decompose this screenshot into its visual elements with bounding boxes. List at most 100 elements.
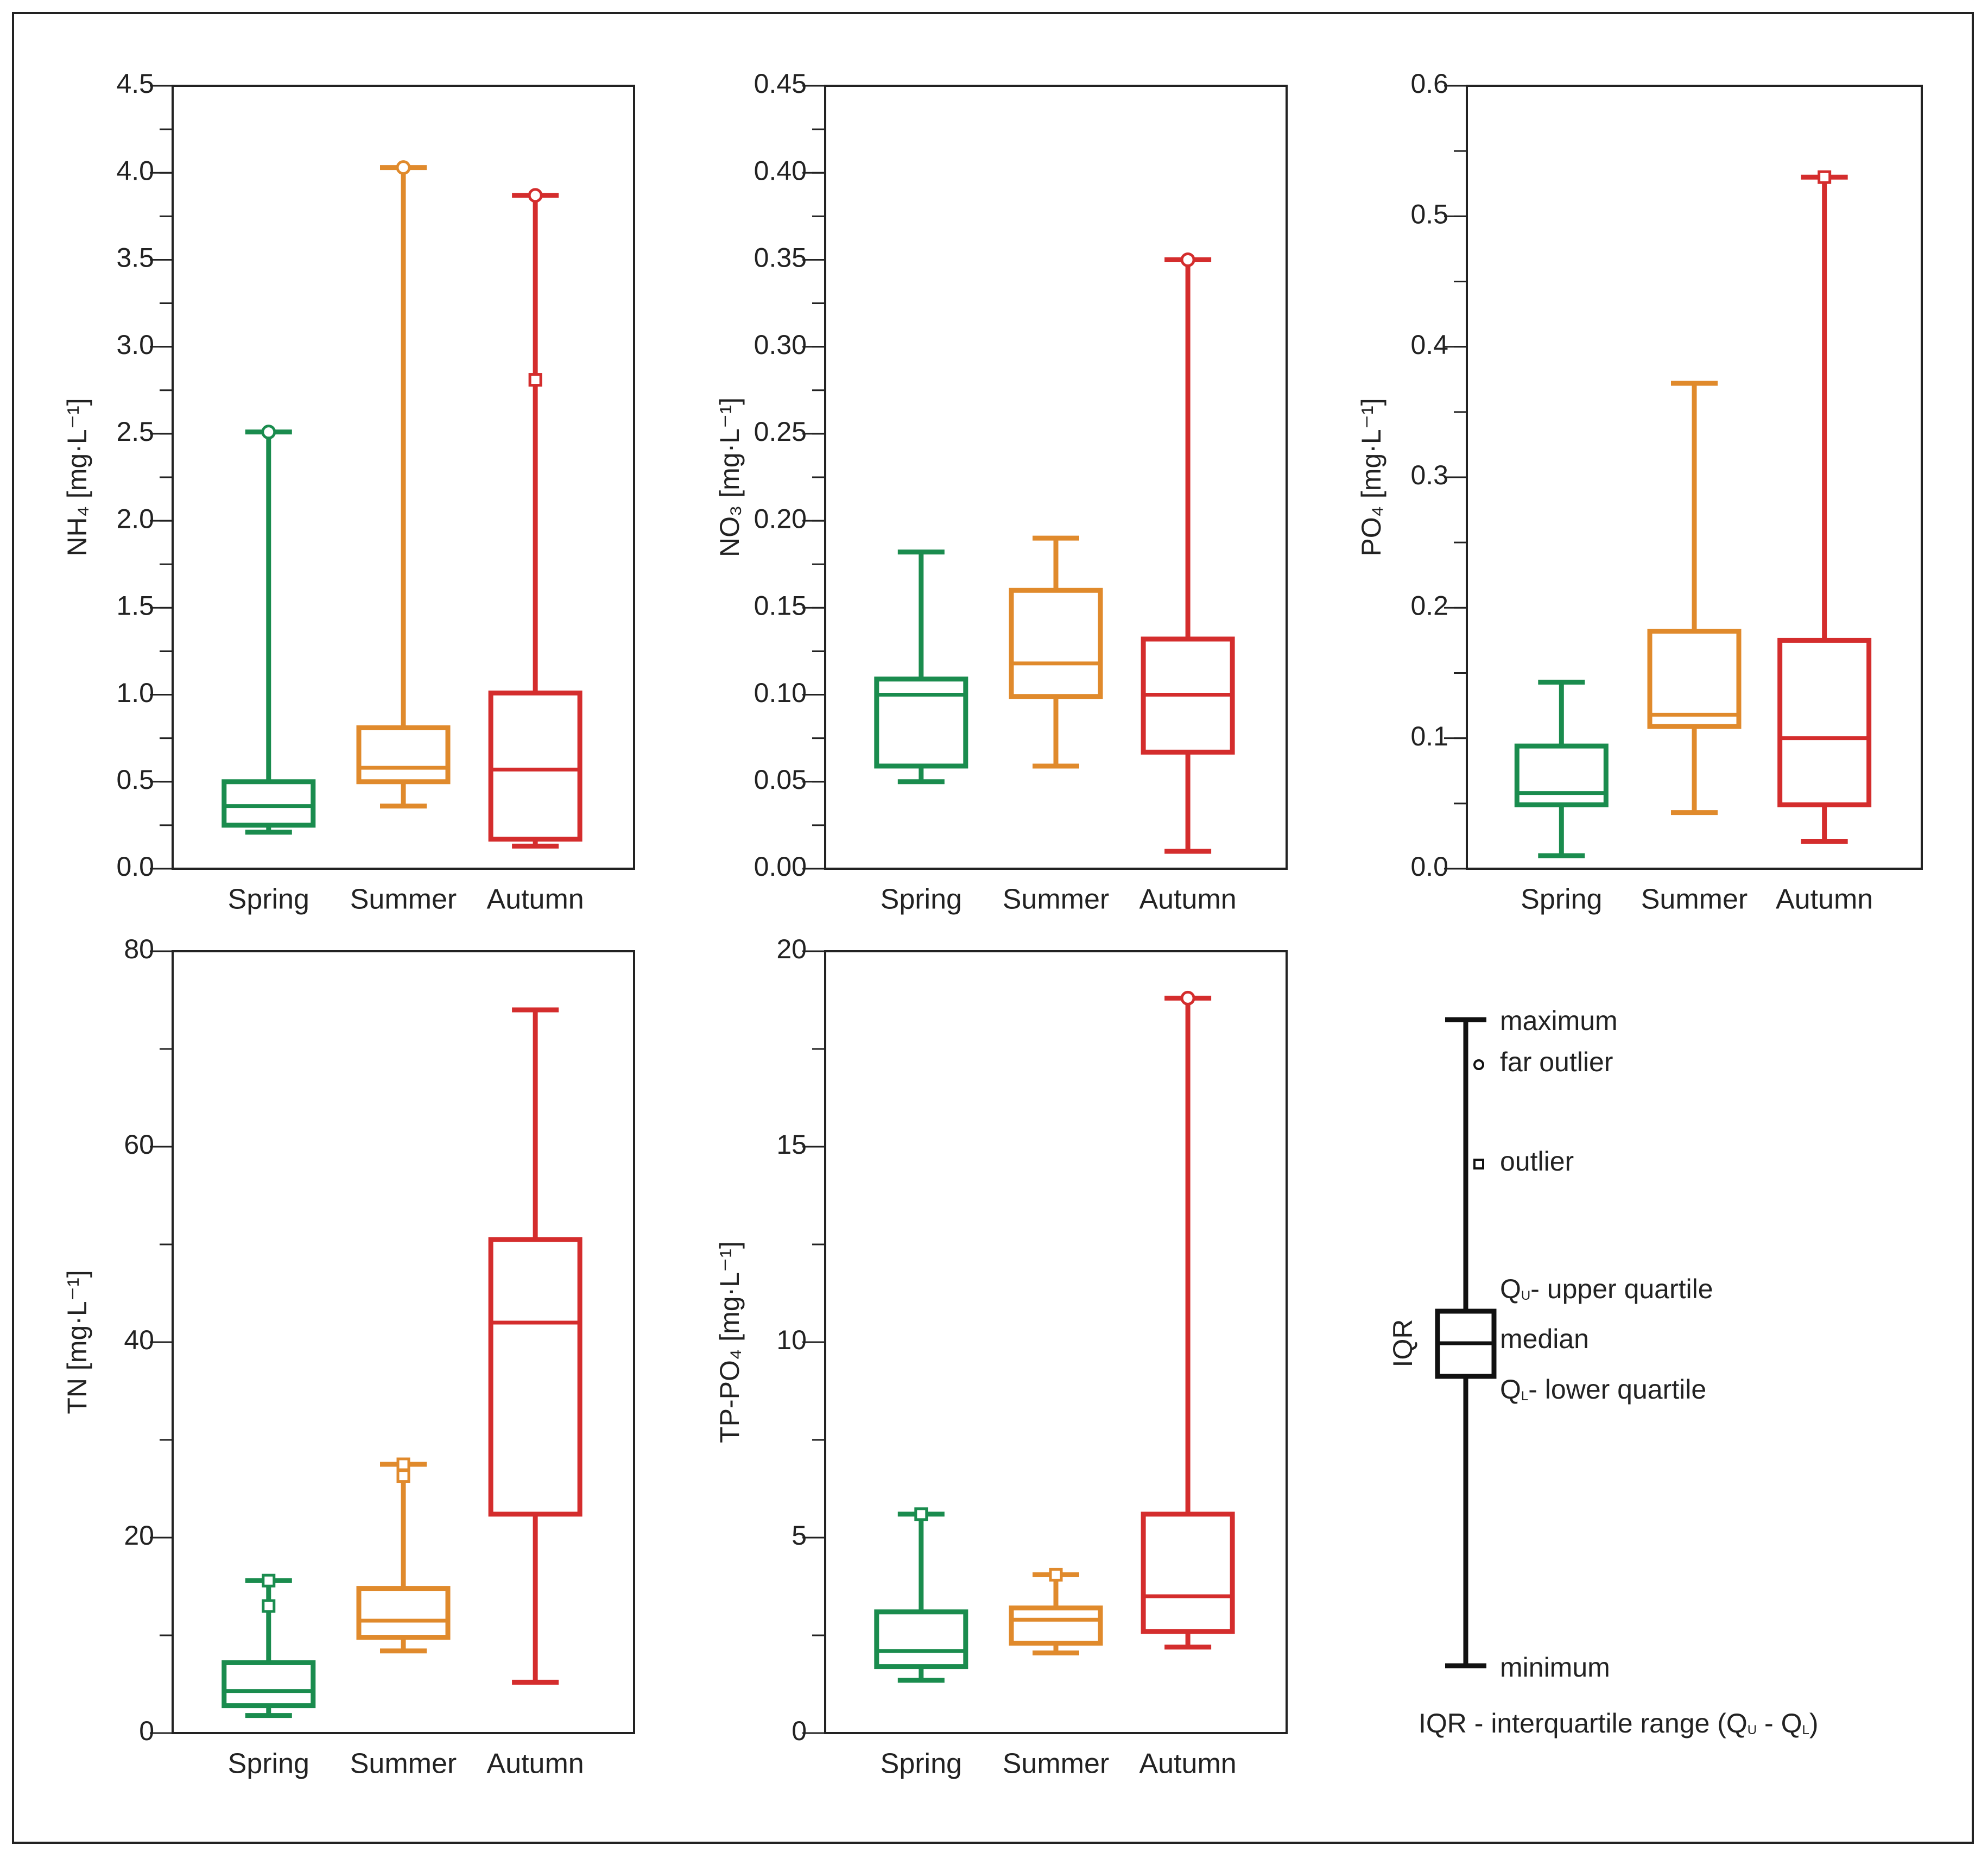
y-tick-label: 3.5 xyxy=(116,243,154,273)
y-tick-label: 0.15 xyxy=(754,591,807,621)
iqr-box xyxy=(1647,629,1742,729)
y-tick-label: 20 xyxy=(124,1520,154,1551)
y-axis-label: TP-PO₄ [mg·L⁻¹] xyxy=(714,1241,745,1443)
box-spring xyxy=(221,1573,316,1718)
outlier-point xyxy=(528,373,542,387)
iqr-box xyxy=(1009,587,1103,699)
box-summer xyxy=(356,160,451,809)
y-tick-label: 4.0 xyxy=(116,155,154,186)
figure-frame xyxy=(12,12,1974,1844)
y-tick-label: 0.35 xyxy=(754,243,807,273)
outlier-point xyxy=(914,1507,928,1521)
x-category-label: Summer xyxy=(350,1748,457,1780)
legend-far-outlier-label: far outlier xyxy=(1500,1047,1613,1077)
y-tick-label: 0.00 xyxy=(754,851,807,882)
iqr-box xyxy=(1777,637,1872,807)
x-category-label: Spring xyxy=(881,884,962,915)
box-summer xyxy=(1009,1567,1103,1655)
legend-outlier-label: outlier xyxy=(1500,1146,1574,1177)
outlier-point xyxy=(1818,170,1832,184)
y-tick-label: 2.0 xyxy=(116,503,154,534)
legend-iqr-definition: IQR - interquartile range (QU - QL) xyxy=(1419,1708,1818,1738)
x-category-label: Autumn xyxy=(486,1748,584,1780)
x-category-label: Summer xyxy=(1003,1748,1109,1780)
box-spring xyxy=(874,1507,968,1683)
y-tick-label: 0 xyxy=(792,1716,807,1746)
outlier-point xyxy=(262,1573,276,1588)
iqr-box xyxy=(488,1237,583,1517)
x-category-label: Spring xyxy=(228,884,309,915)
y-tick-label: 0.0 xyxy=(1410,851,1448,882)
iqr-box xyxy=(874,677,968,769)
x-category-label: Spring xyxy=(228,1748,309,1780)
x-category-label: Summer xyxy=(1641,884,1748,915)
legend-outlier-marker xyxy=(1473,1159,1484,1169)
y-tick-label: 0.20 xyxy=(754,503,807,534)
legend-minimum-label: minimum xyxy=(1500,1652,1610,1683)
legend-far-outlier-marker xyxy=(1473,1059,1484,1070)
far-outlier-point xyxy=(1180,252,1195,267)
y-tick-label: 0.25 xyxy=(754,416,807,447)
y-tick-label: 0.45 xyxy=(754,68,807,99)
y-tick-label: 0.4 xyxy=(1410,330,1448,360)
box-autumn xyxy=(1777,170,1872,844)
box-autumn xyxy=(488,1007,583,1685)
x-category-label: Autumn xyxy=(486,884,584,915)
x-category-label: Autumn xyxy=(1139,884,1236,915)
iqr-box xyxy=(488,690,583,842)
y-tick-label: 0.6 xyxy=(1410,68,1448,99)
box-summer xyxy=(1647,381,1742,815)
y-tick-label: 60 xyxy=(124,1129,154,1160)
x-category-label: Spring xyxy=(881,1748,962,1780)
y-tick-label: 0.10 xyxy=(754,678,807,708)
y-tick-label: 20 xyxy=(776,934,807,964)
y-tick-label: 40 xyxy=(124,1325,154,1355)
x-category-label: Autumn xyxy=(1776,884,1873,915)
iqr-box xyxy=(874,1609,968,1670)
box-spring xyxy=(1514,679,1609,858)
outlier-point xyxy=(396,1457,410,1471)
x-category-label: Summer xyxy=(1003,884,1109,915)
outlier-point xyxy=(262,1599,276,1613)
y-tick-label: 2.5 xyxy=(116,416,154,447)
y-tick-label: 0.40 xyxy=(754,155,807,186)
far-outlier-point xyxy=(528,188,543,203)
y-axis-label: PO₄ [mg·L⁻¹] xyxy=(1356,398,1386,556)
x-category-label: Summer xyxy=(350,884,457,915)
outlier-point xyxy=(1049,1567,1063,1582)
y-tick-label: 0.30 xyxy=(754,330,807,360)
legend: maximum far outlier outlier QU- upper qu… xyxy=(1388,1006,1818,1738)
legend-iqr-label: IQR xyxy=(1388,1319,1418,1368)
y-tick-label: 0.3 xyxy=(1410,460,1448,490)
x-category-label: Spring xyxy=(1521,884,1602,915)
outlier-point xyxy=(396,1469,410,1483)
chart-panel-nh4: 0.0 0.5 1.0 1.5 2.0 2.5 3.0 3.5 4.0 4.5 NH₄ [mg·L⁻… xyxy=(62,68,635,915)
legend-median-label: median xyxy=(1500,1324,1589,1354)
y-tick-label: 4.5 xyxy=(116,68,154,99)
y-tick-label: 15 xyxy=(776,1129,807,1160)
legend-maximum-label: maximum xyxy=(1500,1006,1618,1036)
y-tick-label: 0.5 xyxy=(116,764,154,795)
y-axis-label: NH₄ [mg·L⁻¹] xyxy=(62,398,92,556)
chart-panel-no3: 0.00 0.05 0.10 0.15 0.20 0.25 0.30 0.35 0.40 0.45… xyxy=(714,68,1288,915)
box-spring xyxy=(874,549,968,785)
y-tick-label: 0.1 xyxy=(1410,721,1448,751)
iqr-box xyxy=(221,1660,316,1709)
box-spring xyxy=(221,425,316,835)
y-tick-label: 0.05 xyxy=(754,764,807,795)
box-summer xyxy=(1009,535,1103,769)
y-tick-label: 0.0 xyxy=(116,851,154,882)
legend-upper-quartile-label: QU- upper quartile xyxy=(1500,1274,1713,1304)
chart-panel-tn: 0 20 40 60 80 TN [mg·L⁻¹] Spring Summer Autumn xyxy=(62,934,635,1780)
y-axis-label: TN [mg·L⁻¹] xyxy=(62,1270,92,1414)
iqr-box xyxy=(356,1586,451,1640)
y-tick-label: 1.5 xyxy=(116,591,154,621)
y-tick-label: 5 xyxy=(792,1520,807,1551)
legend-lower-quartile-label: QL- lower quartile xyxy=(1500,1374,1706,1405)
y-axis-label: NO₃ [mg·L⁻¹] xyxy=(714,397,745,557)
box-autumn xyxy=(488,188,583,849)
y-tick-label: 10 xyxy=(776,1325,807,1355)
y-tick-label: 3.0 xyxy=(116,330,154,360)
box-summer xyxy=(356,1457,451,1654)
